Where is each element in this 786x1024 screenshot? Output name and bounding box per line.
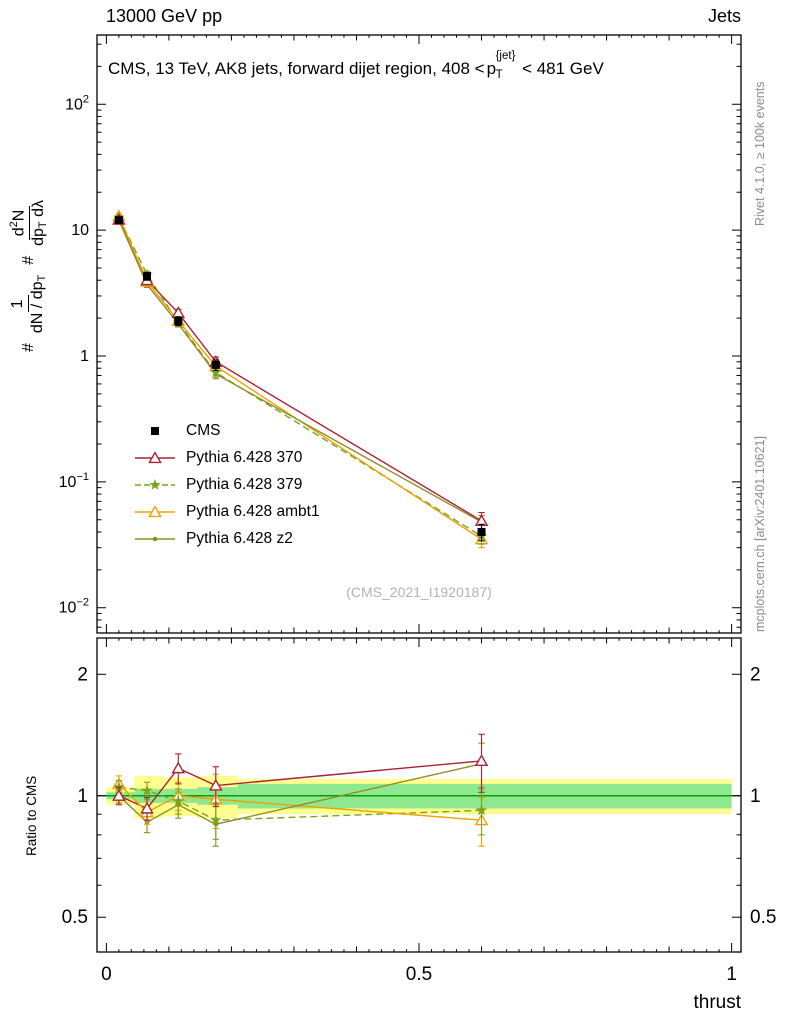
ratio-y-axis-label: Ratio to CMS	[24, 775, 39, 856]
plot-title-suffix: < 481 GeV	[522, 59, 604, 78]
ratio-ytick-label: 0.5	[62, 907, 88, 928]
ylabel-frac2-den-b: dλ	[29, 199, 47, 217]
main-points-cms	[114, 216, 486, 542]
legend-label: Pythia 6.428 z2	[186, 530, 293, 547]
ratio-ytick-label-right: 2	[750, 664, 761, 685]
legend-marker-dot-icon	[135, 536, 175, 542]
analysis-group-label: Jets	[707, 6, 741, 26]
legend-marker-triangle-open-icon	[135, 505, 175, 518]
ratio-series	[112, 733, 489, 847]
xtick-label: 0.5	[406, 964, 432, 985]
legend-label: Pythia 6.428 379	[186, 476, 303, 493]
main-ytick-label: 10	[71, 222, 89, 239]
pt-superscript: {jet}	[495, 50, 516, 62]
main-ytick-label: 10−1	[59, 471, 89, 491]
legend-label: Pythia 6.428 370	[186, 449, 303, 466]
legend-marker-triangle-open-icon	[135, 451, 175, 464]
ylabel-frac1-numerator: 1	[9, 295, 29, 313]
ylabel-fraction-1: 1 dN / dpT	[9, 275, 48, 333]
plot-title-text: CMS, 13 TeV, AK8 jets, forward dijet reg…	[108, 59, 485, 78]
ratio-points-pythia-6-428-370	[112, 733, 489, 821]
legend-item: Pythia 6.428 z2	[133, 530, 320, 548]
ratio-ytick-label: 1	[77, 786, 88, 807]
main-line-pythia-6-428-379	[118, 217, 482, 537]
ylabel-frac2-den-a: dp	[29, 228, 47, 246]
ylabel-frac2-numerator: d2N	[8, 205, 30, 241]
ylabel-frac1-denominator: dN / dpT	[29, 275, 49, 333]
legend-marker-square-icon	[151, 427, 159, 435]
pt-jet-symbol: p {jet} T	[486, 50, 516, 81]
pt-base: p	[486, 59, 497, 78]
axis-tick-labels: 102 10 1 10−1 10−2 2 2 1 1 0.5 0.5 0 0.5 1	[59, 93, 777, 985]
ratio-ytick-label: 2	[77, 664, 88, 685]
ylabel-hash-1: #	[19, 343, 37, 352]
rivet-version-label: Rivet 4.1.0, ≥ 100k events	[753, 81, 767, 226]
xtick-label: 0	[101, 964, 112, 985]
ylabel-frac2-denominator: dpT dλ	[30, 200, 50, 246]
ratio-panel-frame	[96, 637, 742, 953]
ylabel-fraction-2: d2N dpT dλ	[8, 200, 49, 246]
main-ytick-label: 102	[65, 93, 89, 113]
mcplots-credit-label: mcplots.cern.ch [arXiv:2401.10621]	[753, 436, 767, 632]
legend-item: Pythia 6.428 370	[133, 449, 320, 467]
ylabel-hash-2: #	[19, 255, 37, 265]
ylabel-frac2-num-a: d	[10, 227, 28, 237]
ylabel-frac2-num-b: N	[10, 209, 28, 222]
main-panel-frame	[96, 34, 742, 634]
ratio-ytick-label-right: 0.5	[750, 907, 776, 928]
pt-subscript: T	[495, 69, 503, 81]
analysis-id-watermark: (CMS_2021_I1920187)	[346, 584, 492, 600]
plot-title: CMS, 13 TeV, AK8 jets, forward dijet reg…	[108, 50, 604, 81]
ylabel-frac2-den-sub: T	[36, 221, 49, 229]
legend: CMS Pythia 6.428 370 Pythia 6.428 379 Pythi…	[133, 422, 320, 548]
ratio-ytick-label-right: 1	[750, 786, 761, 807]
beam-energy-label: 13000 GeV pp	[106, 6, 223, 26]
legend-item: Pythia 6.428 ambt1	[133, 503, 320, 521]
main-ytick-label: 1	[80, 348, 89, 365]
legend-item: Pythia 6.428 379	[133, 476, 320, 494]
legend-label: CMS	[186, 422, 221, 439]
x-axis-label: thrust	[693, 992, 741, 1013]
main-y-axis-label: # 1 dN / dpT # d2N dpT dλ	[8, 200, 49, 352]
main-ytick-label: 10−2	[59, 597, 89, 617]
ylabel-frac1-den-text: dN / dp	[28, 281, 46, 334]
main-series	[112, 209, 489, 549]
xtick-label: 1	[726, 964, 737, 985]
ylabel-frac1-den-sub: T	[35, 274, 48, 282]
ylabel-frac2-num-sup: 2	[8, 221, 20, 228]
legend-item: CMS	[133, 422, 320, 440]
legend-marker-star-icon	[135, 479, 175, 490]
legend-label: Pythia 6.428 ambt1	[186, 503, 320, 520]
